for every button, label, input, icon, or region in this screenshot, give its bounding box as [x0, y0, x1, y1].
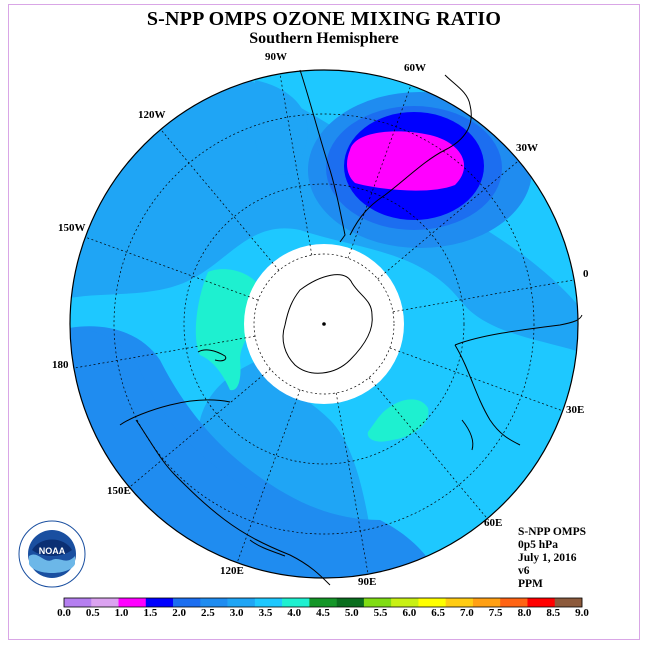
lon-label-90e: 90E — [358, 576, 377, 588]
lon-label-60w: 60W — [404, 62, 426, 74]
lon-label-120e: 120E — [220, 565, 244, 577]
lat-circle-80 — [253, 253, 395, 395]
lon-label-60e: 60E — [484, 517, 503, 529]
meridian-line — [73, 335, 256, 369]
colorbar-tick-label: 1.5 — [143, 607, 158, 619]
lon-label-30e: 30E — [566, 404, 585, 416]
pressure-level-label: 0p5 hPa — [518, 539, 558, 551]
date-label: July 1, 2016 — [518, 552, 577, 564]
lon-label-120w: 120W — [138, 109, 166, 121]
colorbar-tick-label: 0.0 — [57, 607, 71, 619]
meridian-line — [347, 85, 412, 259]
colorbar-tick-label: 2.5 — [201, 607, 215, 619]
lon-label-30w: 30W — [516, 142, 538, 154]
colorbar-tick-label: 4.0 — [287, 607, 302, 619]
colorbar-tick-label: 7.5 — [488, 607, 503, 619]
south-america-west-coast — [299, 69, 346, 243]
meridians — [73, 73, 575, 575]
meridian-line — [392, 279, 575, 313]
indonesia — [249, 539, 286, 557]
colorbar-tick-label: 0.5 — [85, 607, 100, 619]
instrument-label: S-NPP OMPS — [518, 526, 587, 538]
meridian-line — [129, 368, 271, 488]
lon-label-0: 0 — [583, 268, 589, 280]
colorbar-tick-label: 3.5 — [258, 607, 273, 619]
field-1.0-core — [347, 131, 465, 191]
south-america-east-coast — [349, 74, 472, 236]
south-pole-point — [322, 322, 326, 326]
colorbar-tick-label: 1.0 — [114, 607, 129, 619]
meridian-line — [389, 347, 563, 412]
map-boundary — [69, 69, 579, 579]
logo-bird — [32, 539, 72, 556]
meridian-line — [160, 129, 280, 271]
info-block: S-NPP OMPS 0p5 hPa July 1, 2016 v6 PPM — [518, 526, 586, 591]
colorbar-tick-label: 6.0 — [402, 607, 417, 619]
meridian-line — [335, 392, 369, 575]
field-nw-blob — [255, 80, 308, 175]
meridian-line — [85, 236, 259, 301]
field-3.5-west — [195, 269, 263, 391]
africa-east — [454, 344, 521, 446]
lon-label-150e: 150E — [107, 485, 131, 497]
version-label: v6 — [518, 565, 530, 577]
new-zealand — [197, 349, 227, 362]
colorbar-tick-label: 8.5 — [546, 607, 561, 619]
plot-frame — [8, 4, 640, 640]
colorbar-tick-label: 6.5 — [431, 607, 445, 619]
colorbar-tick-label: 4.5 — [316, 607, 330, 619]
madagascar — [461, 419, 474, 451]
colorbar-tick-label: 8.0 — [517, 607, 532, 619]
colorbar-tick-label: 5.0 — [344, 607, 359, 619]
colorbar-tick-label: 7.0 — [460, 607, 474, 619]
colorbar-tick-label: 2.0 — [172, 607, 186, 619]
colorbar-tick-label: 9.0 — [575, 607, 589, 619]
meridian-line — [377, 160, 519, 280]
australia-north — [119, 399, 231, 426]
logo-wave — [29, 554, 75, 573]
lon-label-180: 180 — [52, 359, 69, 371]
noaa-logo: NOAA — [18, 520, 86, 588]
lat-circle-60 — [183, 183, 465, 465]
colorbar-tick-label: 3.0 — [229, 607, 244, 619]
antarctica-coast — [282, 274, 373, 374]
meridian-line — [368, 377, 488, 519]
meridian-line — [236, 389, 301, 563]
map-title: S-NPP OMPS OZONE MIXING RATIO — [146, 8, 502, 30]
units-label: PPM — [518, 578, 543, 590]
logo-text: NOAA — [39, 546, 66, 556]
meridian-line — [279, 73, 313, 256]
field-3.5-east — [367, 399, 429, 442]
graticule — [113, 113, 535, 535]
lon-label-90w: 90W — [265, 51, 287, 63]
lat-circle-40 — [113, 113, 535, 535]
lon-label-150w: 150W — [58, 222, 86, 234]
map-subtitle: Southern Hemisphere — [249, 30, 399, 47]
colorbar-tick-label: 5.5 — [373, 607, 388, 619]
